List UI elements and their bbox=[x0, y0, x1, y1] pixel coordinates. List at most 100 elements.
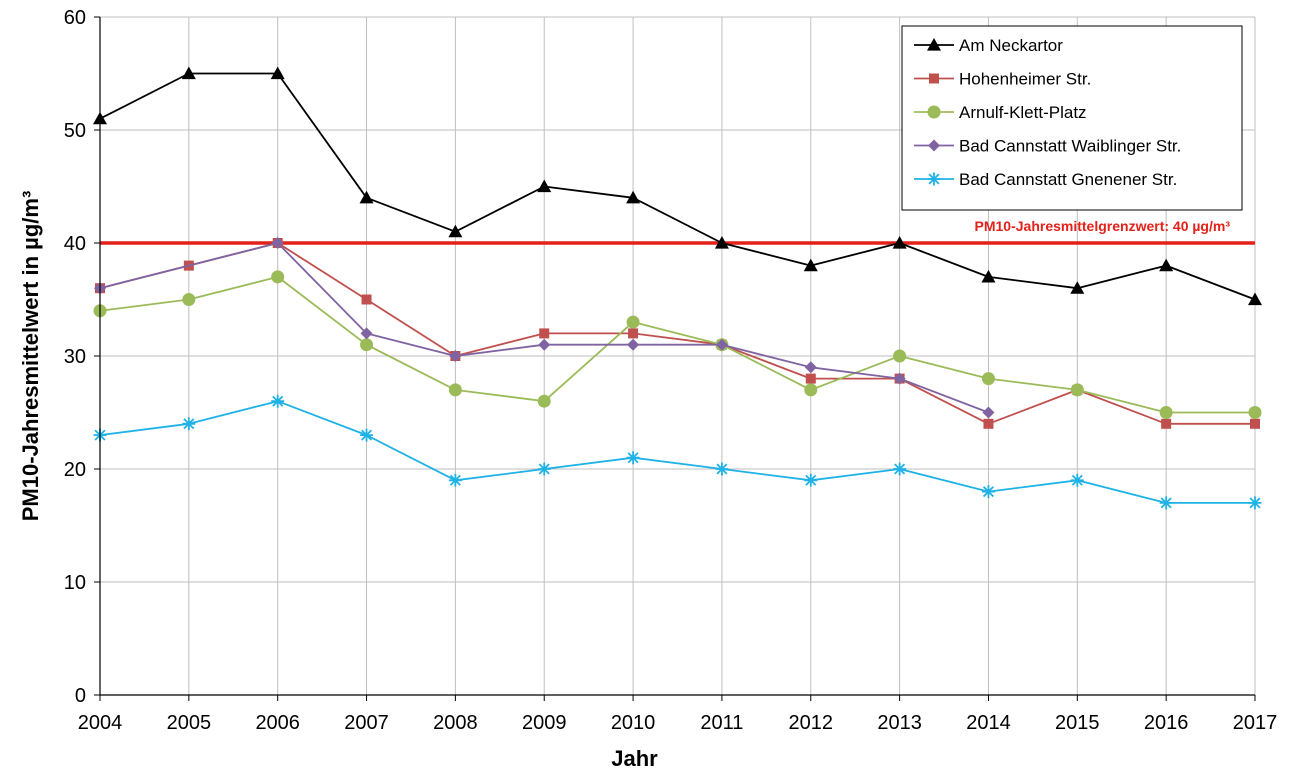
y-tick-label: 10 bbox=[64, 572, 86, 594]
reference-line-group: PM10-Jahresmittelgrenzwert: 40 µg/m³ bbox=[100, 218, 1255, 245]
legend-marker bbox=[927, 105, 941, 119]
data-point bbox=[981, 269, 996, 283]
data-point bbox=[1161, 418, 1172, 429]
data-point bbox=[360, 327, 373, 340]
data-point bbox=[983, 418, 994, 429]
data-point bbox=[361, 294, 372, 305]
series-line bbox=[99, 400, 1255, 504]
series-line bbox=[99, 72, 1256, 301]
data-point bbox=[449, 350, 462, 362]
x-tick-label: 2006 bbox=[255, 712, 300, 734]
series-line bbox=[99, 275, 1255, 414]
series-4 bbox=[93, 394, 1262, 510]
data-point bbox=[181, 66, 196, 80]
data-point bbox=[271, 394, 285, 408]
legend-marker bbox=[927, 38, 941, 51]
y-tick-label: 30 bbox=[64, 346, 86, 368]
data-point bbox=[981, 485, 995, 499]
data-point bbox=[271, 237, 284, 249]
y-axis-title: PM10-Jahresmittelwert in µg/m³ bbox=[18, 191, 43, 522]
data-point bbox=[359, 190, 374, 204]
data-point bbox=[804, 361, 817, 374]
data-point bbox=[538, 338, 551, 351]
data-point bbox=[893, 372, 906, 385]
data-point bbox=[893, 462, 907, 476]
y-tick-label: 40 bbox=[64, 233, 86, 255]
data-point bbox=[804, 473, 818, 487]
data-point bbox=[182, 417, 196, 431]
x-tick-label: 2017 bbox=[1233, 712, 1278, 734]
x-tick-label: 2009 bbox=[522, 712, 567, 734]
data-point bbox=[1248, 292, 1262, 306]
data-point bbox=[448, 224, 463, 238]
legend-box bbox=[901, 25, 1243, 211]
data-point bbox=[537, 394, 551, 408]
series-group bbox=[93, 66, 1262, 510]
legend-marker bbox=[927, 172, 941, 186]
axes: 0 10 20 30 40 50 60 2004 2005 2006 2007 2008 2009 201… bbox=[18, 7, 1277, 771]
data-point bbox=[893, 349, 907, 363]
legend-item: Bad Cannstatt Gnenener Str. bbox=[914, 170, 1177, 189]
legend-item: Am Neckartor bbox=[914, 36, 1063, 55]
legend-label: Hohenheimer Str. bbox=[959, 70, 1091, 89]
legend-label: Arnulf-Klett-Platz bbox=[959, 103, 1087, 122]
x-axis-title: Jahr bbox=[611, 746, 658, 771]
legend-item: Hohenheimer Str. bbox=[914, 70, 1091, 89]
x-tick-label: 2012 bbox=[789, 712, 834, 734]
series-2 bbox=[93, 270, 1262, 419]
data-point bbox=[714, 236, 729, 249]
limit-line-label: PM10-Jahresmittelgrenzwert: 40 µg/m³ bbox=[975, 218, 1231, 234]
data-point bbox=[1250, 418, 1260, 429]
x-tick-label: 2010 bbox=[611, 712, 656, 734]
data-point bbox=[1159, 496, 1173, 510]
x-tick-label: 2015 bbox=[1055, 712, 1100, 734]
data-point bbox=[982, 406, 995, 419]
data-point bbox=[271, 270, 285, 284]
y-tick-label: 50 bbox=[64, 120, 86, 142]
data-point bbox=[626, 315, 640, 329]
y-tick-label: 0 bbox=[75, 685, 86, 707]
data-point bbox=[448, 473, 462, 487]
data-point bbox=[626, 190, 641, 204]
data-point bbox=[537, 462, 551, 476]
series-0 bbox=[93, 66, 1262, 306]
legend-marker bbox=[928, 139, 940, 152]
data-point bbox=[1070, 383, 1084, 397]
data-point bbox=[448, 383, 462, 397]
data-point bbox=[892, 236, 907, 249]
x-tick-label: 2016 bbox=[1144, 712, 1189, 734]
data-point bbox=[1159, 258, 1174, 272]
data-point bbox=[1248, 496, 1262, 510]
data-point bbox=[1159, 406, 1173, 419]
x-tick-label: 2014 bbox=[966, 712, 1011, 734]
y-tick-label: 20 bbox=[64, 459, 86, 481]
x-tick-label: 2007 bbox=[344, 712, 389, 734]
y-tick-label: 60 bbox=[64, 7, 86, 29]
legend-item: Arnulf-Klett-Platz bbox=[914, 103, 1087, 122]
data-point bbox=[539, 328, 550, 339]
x-tick-label: 2011 bbox=[700, 712, 743, 734]
x-tick-label: 2005 bbox=[167, 712, 212, 734]
data-point bbox=[360, 338, 374, 352]
legend-label: Bad Cannstatt Gnenener Str. bbox=[959, 170, 1177, 189]
legend-marker bbox=[929, 73, 939, 84]
data-point bbox=[270, 66, 285, 80]
legend-item: Bad Cannstatt Waiblinger Str. bbox=[914, 137, 1181, 156]
data-point bbox=[1070, 473, 1084, 487]
data-point bbox=[715, 462, 729, 476]
legend-label: Am Neckartor bbox=[959, 36, 1063, 55]
data-point bbox=[715, 338, 728, 351]
data-point bbox=[803, 258, 818, 272]
data-point bbox=[804, 383, 818, 397]
series-line bbox=[99, 242, 989, 414]
x-tick-label: 2013 bbox=[877, 712, 922, 734]
data-point bbox=[626, 451, 640, 465]
series-line bbox=[99, 242, 1255, 425]
data-point bbox=[805, 373, 816, 384]
x-tick-label: 2004 bbox=[78, 712, 123, 734]
x-tick-label: 2008 bbox=[433, 712, 478, 734]
data-point bbox=[360, 428, 374, 442]
data-point bbox=[537, 179, 552, 193]
